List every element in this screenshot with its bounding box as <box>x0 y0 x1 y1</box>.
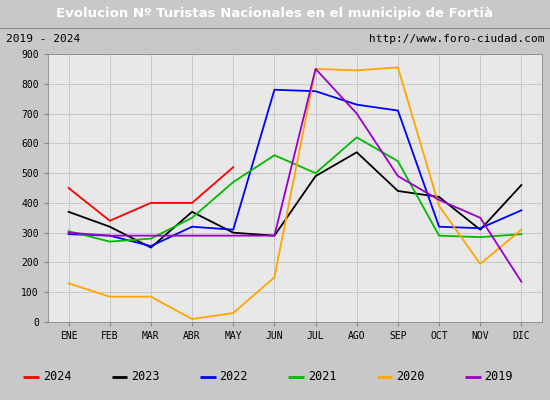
Text: 2019: 2019 <box>485 370 513 384</box>
Text: 2024: 2024 <box>43 370 71 384</box>
Text: 2023: 2023 <box>131 370 160 384</box>
Text: http://www.foro-ciudad.com: http://www.foro-ciudad.com <box>369 34 544 44</box>
Text: 2020: 2020 <box>396 370 425 384</box>
Text: Evolucion Nº Turistas Nacionales en el municipio de Fortià: Evolucion Nº Turistas Nacionales en el m… <box>57 8 493 20</box>
Text: 2022: 2022 <box>219 370 248 384</box>
Text: 2019 - 2024: 2019 - 2024 <box>6 34 80 44</box>
Text: 2021: 2021 <box>307 370 336 384</box>
